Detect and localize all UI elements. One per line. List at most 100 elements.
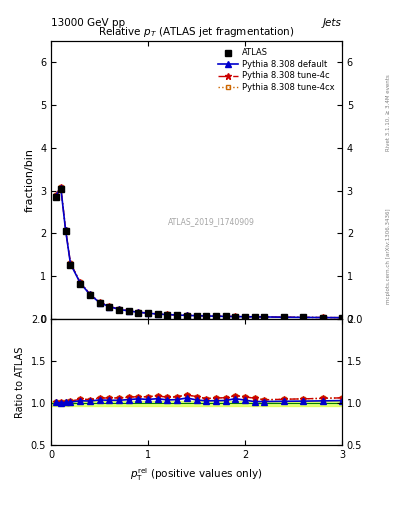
ATLAS bbox=[78, 281, 83, 287]
Pythia 8.308 tune-4c bbox=[117, 306, 121, 312]
Pythia 8.308 tune-4cx bbox=[233, 313, 238, 319]
ATLAS bbox=[340, 315, 344, 321]
Pythia 8.308 tune-4cx bbox=[223, 313, 228, 319]
Pythia 8.308 tune-4cx bbox=[252, 314, 257, 320]
Pythia 8.308 tune-4c bbox=[301, 314, 305, 321]
Line: Pythia 8.308 tune-4c: Pythia 8.308 tune-4c bbox=[52, 183, 345, 321]
Line: Pythia 8.308 tune-4cx: Pythia 8.308 tune-4cx bbox=[53, 184, 344, 320]
Pythia 8.308 tune-4cx bbox=[107, 303, 112, 309]
Pythia 8.308 tune-4c bbox=[59, 184, 63, 190]
Pythia 8.308 tune-4c bbox=[88, 291, 92, 297]
Pythia 8.308 default bbox=[194, 313, 199, 319]
Pythia 8.308 default bbox=[165, 311, 170, 317]
ATLAS bbox=[175, 312, 180, 318]
ATLAS bbox=[301, 314, 305, 321]
Line: Pythia 8.308 default: Pythia 8.308 default bbox=[53, 185, 345, 321]
Pythia 8.308 tune-4cx bbox=[63, 226, 68, 232]
Pythia 8.308 tune-4cx bbox=[184, 312, 189, 318]
Text: mcplots.cern.ch [arXiv:1306.3436]: mcplots.cern.ch [arXiv:1306.3436] bbox=[386, 208, 391, 304]
Pythia 8.308 default bbox=[88, 291, 92, 297]
Pythia 8.308 tune-4c bbox=[184, 312, 189, 318]
Pythia 8.308 default bbox=[301, 314, 305, 321]
ATLAS bbox=[165, 312, 170, 318]
Pythia 8.308 tune-4cx bbox=[204, 313, 209, 319]
ATLAS bbox=[252, 314, 257, 320]
Pythia 8.308 tune-4cx bbox=[175, 312, 180, 318]
Pythia 8.308 tune-4cx bbox=[194, 312, 199, 318]
Y-axis label: fraction/bin: fraction/bin bbox=[24, 148, 35, 212]
Pythia 8.308 tune-4cx bbox=[88, 291, 92, 297]
Pythia 8.308 tune-4c bbox=[204, 313, 209, 319]
Pythia 8.308 tune-4c bbox=[78, 279, 83, 285]
Pythia 8.308 default bbox=[252, 314, 257, 320]
Text: Jets: Jets bbox=[323, 18, 342, 28]
ATLAS bbox=[213, 313, 218, 319]
Pythia 8.308 default bbox=[78, 280, 83, 286]
Pythia 8.308 default bbox=[68, 261, 73, 267]
Pythia 8.308 tune-4c bbox=[126, 308, 131, 314]
Y-axis label: Ratio to ATLAS: Ratio to ATLAS bbox=[15, 347, 25, 418]
ATLAS bbox=[88, 292, 92, 298]
Pythia 8.308 tune-4cx bbox=[320, 314, 325, 321]
Pythia 8.308 default bbox=[53, 193, 58, 199]
Pythia 8.308 default bbox=[117, 306, 121, 312]
ATLAS bbox=[126, 308, 131, 314]
Pythia 8.308 tune-4cx bbox=[59, 184, 63, 190]
ATLAS bbox=[117, 307, 121, 313]
Pythia 8.308 tune-4c bbox=[242, 313, 247, 319]
Pythia 8.308 tune-4cx bbox=[281, 314, 286, 320]
Pythia 8.308 tune-4cx bbox=[97, 299, 102, 305]
ATLAS bbox=[97, 300, 102, 306]
ATLAS bbox=[59, 185, 63, 191]
Pythia 8.308 tune-4cx bbox=[262, 314, 267, 320]
Pythia 8.308 tune-4cx bbox=[68, 260, 73, 266]
Pythia 8.308 default bbox=[242, 314, 247, 320]
Pythia 8.308 default bbox=[233, 313, 238, 319]
ATLAS bbox=[281, 314, 286, 321]
Pythia 8.308 tune-4c bbox=[136, 309, 141, 315]
ATLAS bbox=[194, 313, 199, 319]
Pythia 8.308 tune-4c bbox=[252, 314, 257, 320]
Pythia 8.308 default bbox=[146, 310, 151, 316]
Pythia 8.308 tune-4c bbox=[97, 299, 102, 305]
Pythia 8.308 tune-4c bbox=[194, 312, 199, 318]
Pythia 8.308 tune-4c bbox=[146, 310, 151, 316]
ATLAS bbox=[68, 262, 73, 268]
Text: Rivet 3.1.10, ≥ 3.4M events: Rivet 3.1.10, ≥ 3.4M events bbox=[386, 74, 391, 151]
Pythia 8.308 default bbox=[107, 304, 112, 310]
Pythia 8.308 tune-4c bbox=[213, 313, 218, 319]
Pythia 8.308 default bbox=[136, 309, 141, 315]
ATLAS bbox=[107, 304, 112, 310]
Pythia 8.308 tune-4cx bbox=[213, 313, 218, 319]
Pythia 8.308 tune-4c bbox=[262, 314, 267, 320]
Legend: ATLAS, Pythia 8.308 default, Pythia 8.308 tune-4c, Pythia 8.308 tune-4cx: ATLAS, Pythia 8.308 default, Pythia 8.30… bbox=[214, 45, 338, 95]
ATLAS bbox=[53, 194, 58, 200]
Title: Relative $p_T$ (ATLAS jet fragmentation): Relative $p_T$ (ATLAS jet fragmentation) bbox=[98, 26, 295, 39]
ATLAS bbox=[204, 313, 209, 319]
Pythia 8.308 tune-4cx bbox=[340, 314, 344, 321]
ATLAS bbox=[233, 314, 238, 320]
ATLAS bbox=[223, 313, 228, 319]
ATLAS bbox=[320, 314, 325, 321]
Pythia 8.308 tune-4cx bbox=[136, 309, 141, 315]
Pythia 8.308 default bbox=[340, 314, 344, 321]
Pythia 8.308 default bbox=[97, 300, 102, 306]
Pythia 8.308 tune-4cx bbox=[78, 279, 83, 285]
Text: ATLAS_2019_I1740909: ATLAS_2019_I1740909 bbox=[167, 217, 255, 226]
Pythia 8.308 tune-4cx bbox=[242, 313, 247, 319]
ATLAS bbox=[262, 314, 267, 320]
ATLAS bbox=[136, 310, 141, 316]
Pythia 8.308 tune-4c bbox=[165, 311, 170, 317]
Pythia 8.308 tune-4cx bbox=[165, 311, 170, 317]
Pythia 8.308 default bbox=[175, 312, 180, 318]
Bar bbox=[51, 401, 342, 406]
Text: 13000 GeV pp: 13000 GeV pp bbox=[51, 18, 125, 28]
Line: ATLAS: ATLAS bbox=[53, 186, 345, 321]
Pythia 8.308 tune-4cx bbox=[155, 311, 160, 317]
Pythia 8.308 tune-4c bbox=[340, 314, 344, 321]
Pythia 8.308 default bbox=[320, 314, 325, 321]
Pythia 8.308 default bbox=[223, 313, 228, 319]
Pythia 8.308 tune-4c bbox=[281, 314, 286, 320]
Pythia 8.308 tune-4c bbox=[320, 314, 325, 321]
Pythia 8.308 tune-4c bbox=[233, 313, 238, 319]
